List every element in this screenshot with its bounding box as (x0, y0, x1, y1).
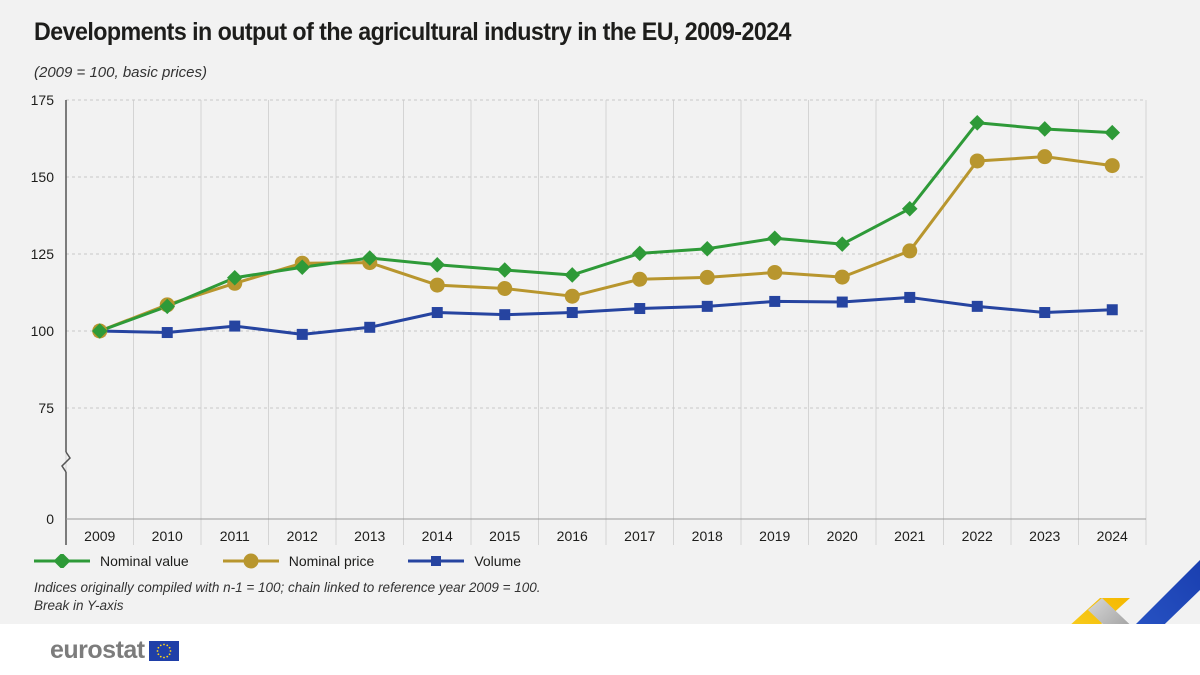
logo-text: eurostat (50, 636, 145, 664)
x-tick-label: 2016 (557, 528, 588, 544)
y-tick-label: 175 (31, 92, 55, 108)
x-tick-label: 2023 (1029, 528, 1060, 544)
point-nominal-value (1104, 124, 1121, 141)
x-tick-label: 2018 (692, 528, 723, 544)
point-nominal-value (496, 262, 513, 278)
point-nominal-price (767, 264, 783, 280)
point-nominal-price (564, 288, 580, 304)
legend-item-nominal-price: Nominal price (222, 553, 375, 569)
point-volume (634, 303, 646, 315)
point-nominal-value (834, 236, 851, 252)
point-nominal-value (429, 257, 446, 273)
y-tick-label: 0 (46, 511, 54, 527)
legend-label-volume: Volume (474, 553, 522, 569)
point-nominal-price (699, 269, 715, 285)
eurostat-logo: eurostat (50, 636, 179, 665)
y-tick-label: 100 (31, 323, 55, 339)
point-volume (229, 320, 241, 332)
series-group (99, 121, 1113, 336)
point-volume (431, 307, 443, 319)
point-volume (161, 327, 173, 339)
point-volume (836, 296, 848, 308)
x-tick-label: 2012 (287, 528, 318, 544)
x-tick-label: 2010 (152, 528, 183, 544)
axes: 0 75 100 125 150 175 2009 2010 2011 2012 2013 2014 2… (31, 92, 1146, 545)
point-volume (971, 300, 983, 312)
y-tick-label: 125 (31, 246, 55, 262)
point-nominal-value (699, 240, 716, 257)
chart-subtitle: (2009 = 100, basic prices) (34, 64, 208, 81)
x-tick-label: 2019 (759, 528, 790, 544)
point-volume (364, 321, 376, 333)
footnotes: Indices originally compiled with n-1 = 1… (34, 579, 541, 615)
x-tick-label: 2024 (1097, 528, 1128, 544)
footnote-chain-link: Indices originally compiled with n-1 = 1… (34, 580, 541, 595)
series-line-volume (99, 295, 1113, 336)
point-volume (566, 307, 578, 319)
point-nominal-price (902, 243, 918, 259)
x-tick-label: 2009 (84, 528, 115, 544)
legend-item-nominal-value: Nominal value (34, 553, 189, 569)
square-marker-icon (408, 556, 465, 566)
point-volume (904, 291, 916, 303)
x-tick-label: 2014 (422, 528, 453, 544)
point-nominal-price (969, 153, 985, 169)
point-volume (1039, 307, 1051, 319)
point-nominal-price (1104, 158, 1120, 174)
line-chart: 0 75 100 125 150 175 2009 2010 2011 2012 2013 2014 2… (31, 92, 1147, 545)
point-nominal-price (632, 271, 648, 287)
y-tick-label: 150 (31, 169, 55, 185)
footnote-break-axis: Break in Y-axis (34, 598, 124, 613)
point-nominal-price (429, 277, 445, 293)
point-nominal-value (766, 230, 783, 247)
legend: Nominal value Nominal price Volume (34, 553, 555, 569)
point-volume (296, 328, 308, 340)
point-nominal-value (631, 245, 648, 262)
point-nominal-price (1037, 149, 1053, 165)
legend-label-nominal-value: Nominal value (100, 553, 189, 569)
x-tick-label: 2011 (220, 528, 250, 544)
point-nominal-value (159, 298, 176, 315)
legend-item-volume: Volume (408, 553, 521, 569)
eu-flag-icon (148, 640, 179, 661)
point-volume (701, 300, 713, 312)
point-nominal-value (564, 267, 581, 283)
series-line-nominal-value (99, 121, 1113, 333)
point-volume (499, 309, 511, 321)
y-tick-label: 75 (38, 400, 54, 416)
grid (65, 99, 1147, 545)
point-volume (1106, 304, 1118, 316)
y-axis-break-mark (61, 451, 71, 473)
point-nominal-value (226, 269, 243, 286)
point-nominal-value (901, 200, 918, 217)
x-tick-label: 2022 (962, 528, 993, 544)
x-tick-label: 2021 (894, 528, 925, 544)
legend-label-nominal-price: Nominal price (288, 553, 375, 569)
x-tick-label: 2020 (827, 528, 858, 544)
circle-marker-icon (222, 553, 279, 569)
point-nominal-value (1036, 121, 1053, 137)
chart-title: Developments in output of the agricultur… (34, 18, 791, 46)
point-nominal-price (834, 269, 850, 285)
point-volume (769, 295, 781, 307)
x-tick-label: 2015 (489, 528, 520, 544)
point-nominal-price (497, 280, 513, 296)
footer-bar (0, 624, 1200, 675)
x-tick-label: 2017 (624, 528, 655, 544)
diamond-marker-icon (34, 554, 90, 568)
x-tick-label: 2013 (354, 528, 385, 544)
